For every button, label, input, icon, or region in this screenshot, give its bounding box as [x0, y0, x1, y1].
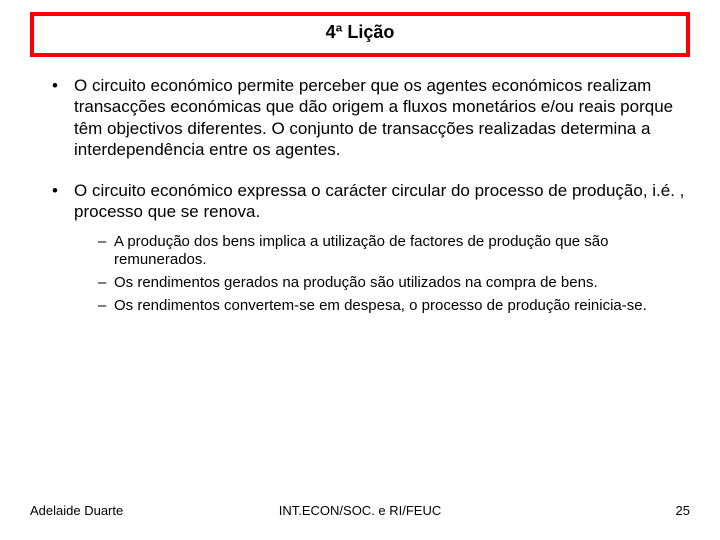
title-box: 4ª Lição	[30, 12, 690, 57]
bullet-list: O circuito económico permite perceber qu…	[30, 75, 690, 316]
sub-bullet-item: A produção dos bens implica a utilização…	[98, 233, 690, 271]
slide: 4ª Lição O circuito económico permite pe…	[0, 0, 720, 540]
slide-title: 4ª Lição	[326, 22, 395, 42]
sub-bullet-text: Os rendimentos convertem-se em despesa, …	[114, 297, 647, 314]
sub-bullet-item: Os rendimentos gerados na produção são u…	[98, 274, 690, 293]
sub-bullet-text: A produção dos bens implica a utilização…	[114, 233, 609, 269]
footer: Adelaide Duarte INT.ECON/SOC. e RI/FEUC …	[30, 503, 690, 518]
sub-bullet-text: Os rendimentos gerados na produção são u…	[114, 274, 598, 291]
sub-bullet-list: A produção dos bens implica a utilização…	[74, 233, 690, 316]
footer-page-number: 25	[676, 503, 690, 518]
bullet-item: O circuito económico permite perceber qu…	[52, 75, 690, 160]
footer-course: INT.ECON/SOC. e RI/FEUC	[30, 503, 690, 518]
bullet-text: O circuito económico expressa o carácter…	[74, 181, 684, 221]
bullet-text: O circuito económico permite perceber qu…	[74, 76, 673, 159]
sub-bullet-item: Os rendimentos convertem-se em despesa, …	[98, 297, 690, 316]
footer-author: Adelaide Duarte	[30, 503, 123, 518]
bullet-item: O circuito económico expressa o carácter…	[52, 180, 690, 316]
